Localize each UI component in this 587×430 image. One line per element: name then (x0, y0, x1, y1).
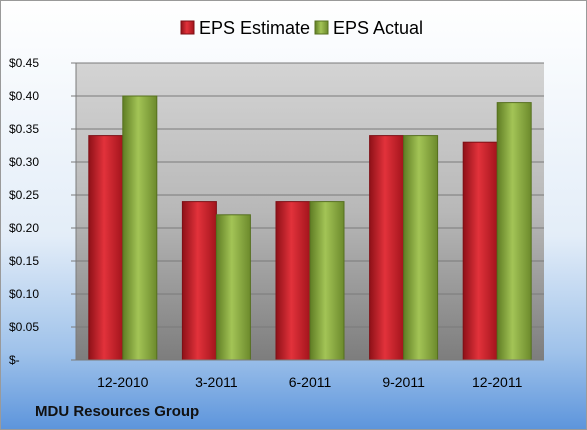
actual-bar (309, 201, 345, 361)
estimate-bar (181, 201, 217, 361)
y-tick-label: $- (9, 353, 20, 367)
company-name: MDU Resources Group (35, 403, 200, 420)
estimate-bar (275, 201, 311, 361)
y-tick-label: $0.30 (9, 155, 39, 169)
y-tick-label: $0.35 (9, 122, 39, 136)
x-tick-label: 12-2010 (97, 374, 149, 390)
actual-bar (122, 95, 158, 361)
x-tick-label: 9-2011 (382, 374, 425, 390)
bars (88, 95, 532, 361)
y-tick-label: $0.45 (9, 56, 39, 70)
y-tick-label: $0.40 (9, 89, 39, 103)
legend-swatch-actual (314, 20, 329, 35)
x-tick-label: 12-2011 (472, 374, 523, 390)
y-tick-label: $0.10 (9, 287, 39, 301)
legend-label-estimate: EPS Estimate (199, 18, 310, 38)
y-tick-label: $0.25 (9, 188, 39, 202)
eps-bar-chart: $- $0.05 $0.10 $0.15 $0.20 $0.25 $0.30 $0.35 $0.… (9, 18, 544, 390)
actual-bar (403, 135, 439, 361)
legend: EPS Estimate EPS Actual (180, 18, 423, 38)
x-tick-label: 6-2011 (289, 374, 332, 390)
y-tick-label: $0.15 (9, 254, 39, 268)
legend-label-actual: EPS Actual (333, 18, 423, 38)
estimate-bar (369, 135, 405, 361)
actual-bar (496, 102, 532, 361)
x-tick-label: 3-2011 (195, 374, 238, 390)
y-tick-label: $0.20 (9, 221, 39, 235)
y-tick-label: $0.05 (9, 320, 39, 334)
legend-swatch-estimate (180, 20, 195, 35)
x-axis: 12-2010 3-2011 6-2011 9-2011 12-2011 (76, 359, 544, 390)
actual-bar (215, 214, 251, 361)
estimate-bar (462, 141, 498, 361)
y-axis: $- $0.05 $0.10 $0.15 $0.20 $0.25 $0.30 $0.35 $0.… (9, 56, 77, 367)
estimate-bar (88, 135, 124, 361)
